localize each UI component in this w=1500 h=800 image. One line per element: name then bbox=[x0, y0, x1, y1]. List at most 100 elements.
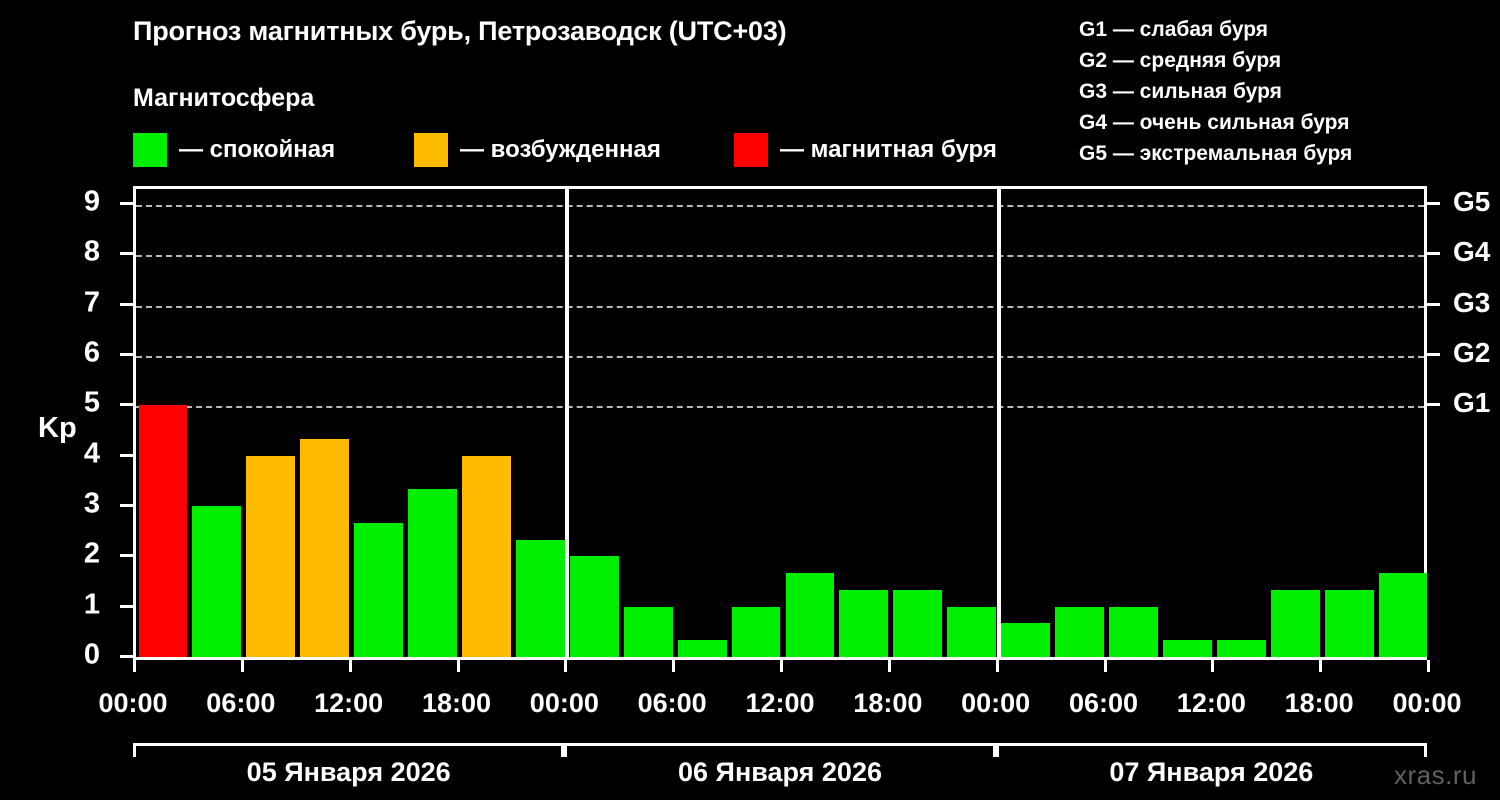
y-tick-mark bbox=[120, 252, 133, 256]
bar bbox=[839, 590, 889, 657]
x-tick-label: 18:00 bbox=[421, 688, 492, 718]
g-tick-label: G4 bbox=[1453, 236, 1491, 268]
bar-series bbox=[136, 189, 1428, 657]
y-tick-mark bbox=[120, 504, 133, 507]
g-scale-row: G2 — средняя буря bbox=[1079, 49, 1282, 72]
g-tick-mark bbox=[1427, 302, 1440, 306]
plot-area bbox=[133, 186, 1428, 660]
x-tick-label: 12:00 bbox=[745, 688, 815, 718]
x-tick-label: 12:00 bbox=[1176, 688, 1246, 718]
x-tick-label: 00:00 bbox=[1392, 688, 1462, 718]
date-label: 05 Января 2026 bbox=[246, 757, 451, 787]
x-tick-label: 06:00 bbox=[206, 688, 276, 718]
legend-color-swatch bbox=[734, 133, 768, 167]
gridline bbox=[136, 205, 1424, 207]
bar bbox=[462, 455, 511, 657]
y-tick-mark bbox=[120, 202, 133, 205]
g-tick-mark bbox=[1427, 202, 1440, 205]
legend-item-label: — возбужденная bbox=[460, 136, 661, 163]
day-separator bbox=[996, 189, 1001, 657]
y-tick-label: 7 bbox=[83, 286, 100, 319]
bar bbox=[785, 572, 835, 657]
bar bbox=[300, 439, 350, 657]
y-tick-label: 4 bbox=[83, 437, 100, 470]
x-tick-mark bbox=[1319, 660, 1323, 672]
x-tick-label: 00:00 bbox=[98, 688, 168, 718]
gridline bbox=[136, 305, 1424, 308]
date-bracket bbox=[564, 743, 996, 757]
x-tick-mark bbox=[348, 660, 352, 672]
bar bbox=[893, 590, 943, 657]
g-tick-label: G2 bbox=[1453, 337, 1491, 368]
y-tick-mark bbox=[120, 554, 133, 558]
g-scale-legend: G1 — слабая буря G2 — средняя буря G3 — си… bbox=[1079, 14, 1499, 169]
date-label: 07 Января 2026 bbox=[1109, 757, 1314, 787]
bar bbox=[138, 405, 188, 657]
y-tick-label: 5 bbox=[83, 386, 100, 419]
bar bbox=[623, 606, 673, 657]
g-tick-mark bbox=[1427, 353, 1440, 356]
g-scale-row: G5 — экстремальная буря bbox=[1079, 142, 1353, 165]
y-tick-label: 0 bbox=[83, 638, 100, 671]
gridline bbox=[136, 255, 1424, 258]
y-tick-mark bbox=[120, 604, 133, 608]
x-tick-mark bbox=[1103, 660, 1107, 672]
x-tick-label: 06:00 bbox=[637, 688, 707, 718]
bar bbox=[1378, 572, 1428, 657]
legend-item-label: — магнитная буря bbox=[780, 136, 997, 163]
g-tick-label: G3 bbox=[1453, 286, 1491, 318]
date-bracket bbox=[995, 743, 1427, 757]
magnetosphere-heading: Магнитосфера bbox=[133, 84, 315, 112]
bar bbox=[731, 606, 781, 657]
g-tick-mark bbox=[1427, 252, 1440, 256]
day-separator bbox=[565, 189, 570, 657]
bar bbox=[1162, 640, 1212, 657]
y-tick-mark bbox=[120, 302, 133, 306]
x-tick-label: 00:00 bbox=[529, 688, 599, 718]
x-tick-mark bbox=[672, 660, 676, 672]
legend-item: — спокойная bbox=[133, 133, 335, 167]
y-axis-label: Kp bbox=[38, 412, 77, 444]
y-tick-mark bbox=[120, 453, 133, 457]
bar bbox=[677, 640, 727, 657]
y-tick-label: 8 bbox=[83, 235, 100, 268]
y-tick-mark bbox=[120, 655, 133, 658]
x-tick-mark bbox=[133, 660, 136, 672]
y-tick-label: 6 bbox=[83, 336, 100, 369]
g-scale-row: G4 — очень сильная буря bbox=[1079, 111, 1350, 134]
bar bbox=[246, 455, 296, 657]
x-tick-mark bbox=[456, 660, 460, 672]
y-tick-label: 9 bbox=[83, 185, 100, 218]
legend-color-swatch bbox=[414, 133, 448, 167]
bar bbox=[192, 506, 242, 657]
bar bbox=[947, 606, 997, 657]
x-tick-mark bbox=[240, 660, 244, 672]
y-tick-label: 1 bbox=[83, 588, 100, 621]
y-tick-mark bbox=[120, 403, 133, 407]
gridline bbox=[136, 406, 1424, 409]
y-tick-label: 2 bbox=[83, 537, 100, 570]
bar bbox=[1109, 606, 1158, 657]
x-tick-mark bbox=[887, 660, 891, 672]
x-tick-label: 00:00 bbox=[961, 688, 1031, 718]
bar bbox=[1216, 640, 1266, 657]
gridline bbox=[136, 356, 1424, 358]
bar bbox=[408, 489, 457, 657]
bar bbox=[569, 556, 619, 657]
bar bbox=[515, 539, 565, 657]
bar bbox=[1324, 590, 1374, 657]
y-tick-label: 3 bbox=[83, 487, 100, 520]
x-tick-mark bbox=[1427, 660, 1430, 672]
y-tick-mark bbox=[120, 353, 133, 356]
x-tick-label: 12:00 bbox=[314, 688, 384, 718]
bar bbox=[1055, 606, 1104, 657]
legend-color-swatch bbox=[133, 133, 167, 167]
x-tick-label: 18:00 bbox=[1284, 688, 1354, 718]
legend-item: — магнитная буря bbox=[734, 133, 997, 167]
legend-item-label: — спокойная bbox=[179, 136, 336, 163]
g-tick-label: G5 bbox=[1453, 186, 1491, 217]
x-tick-mark bbox=[780, 660, 783, 672]
legend-item: — возбужденная bbox=[414, 133, 661, 167]
g-scale-row: G3 — сильная буря bbox=[1079, 80, 1282, 103]
bar bbox=[1270, 590, 1320, 657]
